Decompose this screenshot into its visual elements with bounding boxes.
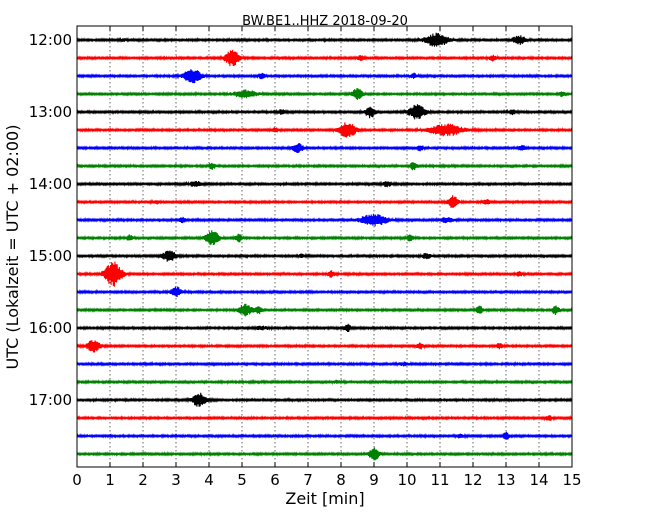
trace-1500 [76,250,573,262]
x-axis-label: Zeit [min] [285,489,364,508]
y-axis-label: UTC (Lokalzeit = UTC + 02:00) [3,125,22,370]
seismic-traces [76,32,573,461]
trace-1330 [76,143,573,154]
x-tick-label: 10 [397,471,416,489]
x-tick-label: 9 [369,471,379,489]
trace-1200 [76,32,573,47]
y-tick-label: 12:00 [29,31,72,49]
x-tick-label: 1 [105,471,115,489]
x-tick-label: 13 [496,471,515,489]
x-axis-ticks: 0 1 2 3 4 5 6 7 8 9 10 11 12 13 14 15 [72,26,582,489]
y-tick-label: 16:00 [29,319,72,337]
trace-1345 [76,162,573,171]
x-tick-label: 3 [171,471,181,489]
y-tick-label: 13:00 [29,103,72,121]
plot-frame [76,25,573,468]
x-tick-label: 11 [430,471,449,489]
x-tick-label: 5 [237,471,247,489]
trace-1430 [76,213,573,227]
x-tick-label: 12 [463,471,482,489]
trace-1600 [76,323,573,332]
trace-1630 [76,360,573,368]
trace-1400 [76,180,573,188]
trace-1645 [76,378,573,386]
trace-1415 [76,195,573,208]
trace-1215 [76,49,573,67]
y-tick-label: 15:00 [29,247,72,265]
x-tick-label: 14 [529,471,548,489]
x-tick-label: 6 [270,471,280,489]
x-tick-label: 4 [204,471,214,489]
trace-1445 [76,230,573,246]
trace-1230 [76,69,573,84]
trace-1530 [76,286,573,297]
x-tick-label: 0 [72,471,82,489]
trace-1245 [76,88,573,100]
x-tick-label: 7 [303,471,313,489]
vertical-gridlines [109,26,540,467]
chart-title: BW.BE1..HHZ 2018-09-20 [242,14,408,29]
trace-1315 [76,122,573,138]
trace-1515 [76,261,573,287]
y-axis-ticks: 12:00 13:00 14:00 15:00 16:00 17:00 [29,31,572,409]
y-tick-label: 14:00 [29,175,72,193]
y-tick-label: 17:00 [29,391,72,409]
x-tick-label: 8 [336,471,346,489]
trace-1545 [76,303,573,317]
x-tick-label: 2 [138,471,148,489]
trace-1300 [76,104,573,120]
trace-1745 [76,447,573,461]
trace-1715 [76,414,573,422]
trace-1730 [76,431,573,440]
x-tick-label: 15 [562,471,581,489]
trace-1615 [76,340,573,353]
trace-1700 [76,392,573,407]
